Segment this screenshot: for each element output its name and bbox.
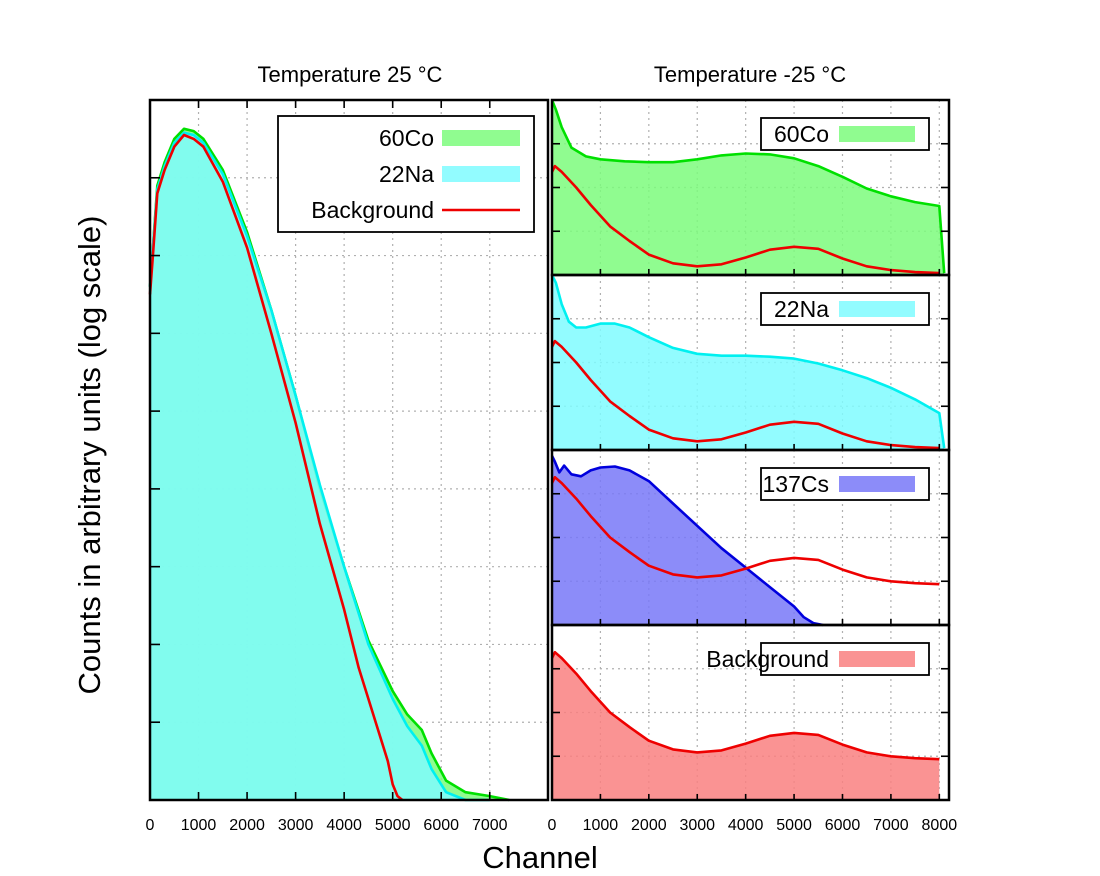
panel-background: Background	[550, 623, 951, 802]
legend-label: Background	[311, 197, 434, 223]
background-line	[550, 475, 940, 586]
x-tick-label: 0	[146, 817, 155, 834]
left-plot-frame	[148, 98, 550, 802]
background-line	[550, 650, 940, 761]
background-line	[550, 339, 940, 450]
x-tick-label: 1000	[181, 817, 217, 834]
x-tick-label: 7000	[472, 817, 508, 834]
legend-label: 60Co	[774, 121, 829, 147]
legend-swatch	[839, 651, 915, 667]
x-tick-label: 1000	[583, 817, 619, 834]
60co-area	[552, 100, 945, 275]
legend-swatch	[442, 130, 520, 146]
22na-line	[550, 274, 946, 449]
x-tick-label: 3000	[679, 817, 715, 834]
legend-label: 22Na	[774, 296, 829, 322]
x-tick-label: 4000	[728, 817, 764, 834]
right-x-axis: 0 1000 2000 3000 4000 5000 6000 7000 8000	[548, 817, 958, 834]
legend-swatch	[839, 476, 915, 492]
22na-area	[552, 275, 945, 450]
background-line	[148, 133, 404, 802]
panel-137cs: 137Cs	[550, 448, 951, 627]
left-chart-title: Temperature 25 °C	[258, 62, 443, 87]
x-tick-label: 5000	[776, 817, 812, 834]
left-chart-panel: 0 1000 2000 3000 4000 5000 6000 7000 60Co 22Na Bac…	[146, 98, 550, 834]
legend-swatch	[442, 166, 520, 182]
x-tick-label: 6000	[825, 817, 861, 834]
x-tick-label: 4000	[326, 817, 362, 834]
background-line	[550, 164, 940, 275]
60co-line	[550, 99, 946, 274]
legend-swatch	[839, 126, 915, 142]
legend-label: Background	[706, 646, 829, 672]
x-tick-label: 2000	[631, 817, 667, 834]
panel-60co: 60Co	[550, 98, 951, 277]
x-axis-label: Channel	[482, 840, 597, 875]
x-tick-label: 3000	[278, 817, 314, 834]
legend-label: 137Cs	[763, 471, 829, 497]
panel-frame	[550, 623, 951, 802]
137cs-area	[552, 455, 824, 625]
x-tick-label: 6000	[423, 817, 459, 834]
right-chart-panels: 60Co 22Na 137Cs Background 0 1000 2000 3000 4000…	[548, 98, 958, 834]
y-axis-label: Counts in arbitrary units (log scale)	[72, 216, 107, 695]
22na-area	[150, 132, 490, 800]
legend-swatch	[839, 301, 915, 317]
panel-22na: 22Na	[550, 273, 951, 452]
x-tick-label: 8000	[922, 817, 958, 834]
right-chart-title: Temperature -25 °C	[654, 62, 846, 87]
137cs-line	[550, 455, 824, 627]
legend-label: 22Na	[379, 161, 434, 187]
x-tick-label: 7000	[873, 817, 909, 834]
x-tick-label: 2000	[229, 817, 265, 834]
x-tick-label: 0	[548, 817, 557, 834]
22na-line	[148, 131, 490, 802]
background-area	[552, 652, 940, 800]
legend-label: 60Co	[379, 125, 434, 151]
x-tick-label: 5000	[375, 817, 411, 834]
